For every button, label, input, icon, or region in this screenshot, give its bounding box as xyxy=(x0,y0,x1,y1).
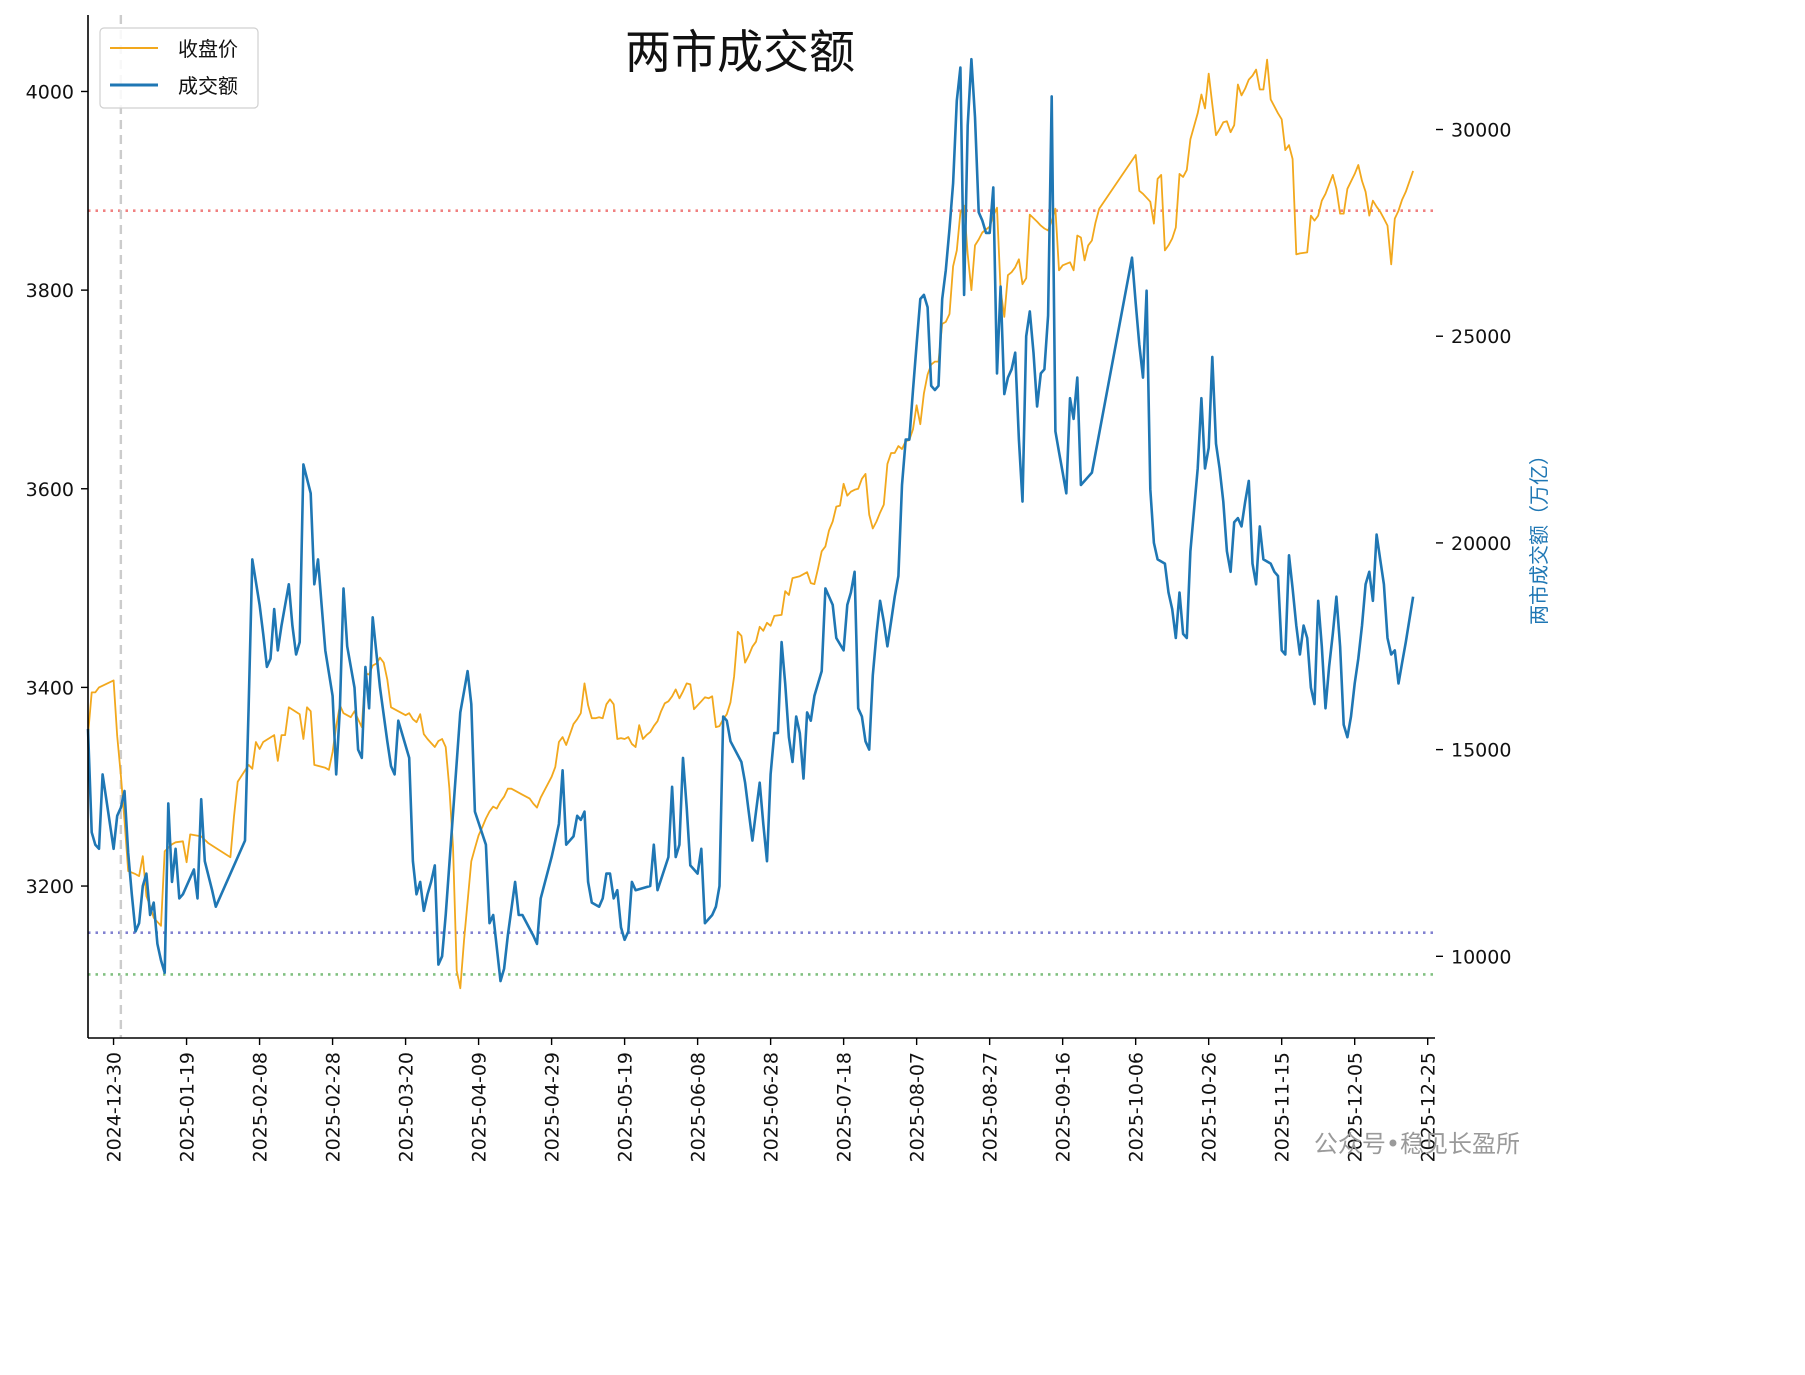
x-tick-label: 2025-05-19 xyxy=(615,1052,637,1162)
x-tick-label: 2025-08-07 xyxy=(907,1052,929,1162)
series-layer xyxy=(86,57,1415,990)
x-tick-label: 2025-08-27 xyxy=(980,1052,1002,1162)
x-tick-label: 2025-11-15 xyxy=(1272,1052,1294,1162)
legend-label-close: 收盘价 xyxy=(178,37,238,61)
x-tick-label: 2025-04-09 xyxy=(469,1052,491,1162)
watermark-text: 公众号•稳见长盈所 xyxy=(1314,1130,1520,1158)
series-line-close-price xyxy=(87,58,1414,990)
x-tick-label: 2025-02-28 xyxy=(323,1052,345,1162)
legend-label-volume: 成交额 xyxy=(178,74,238,98)
x-tick-label: 2025-12-25 xyxy=(1418,1052,1440,1162)
x-tick-label: 2025-02-08 xyxy=(250,1052,272,1162)
x-tick-label: 2025-12-05 xyxy=(1345,1052,1367,1162)
right-tick-label: 15000 xyxy=(1451,740,1511,762)
chart-svg: 3200 3400 3600 3800 4000 10000 15000 20000 2500… xyxy=(26,15,1551,1162)
series-line-volume xyxy=(86,57,1415,983)
axes-layer xyxy=(87,15,1435,1039)
left-axis-ticks: 3200 3400 3600 3800 4000 xyxy=(26,81,88,898)
left-tick-label: 3200 xyxy=(26,876,74,898)
x-tick-label: 2025-07-18 xyxy=(834,1052,856,1162)
x-axis-ticks: 2024-12-30 2025-01-19 2025-02-08 2025-02-28… xyxy=(104,1038,1440,1162)
chart-root: 3200 3400 3600 3800 4000 10000 15000 20000 2500… xyxy=(26,15,1551,1162)
right-tick-label: 20000 xyxy=(1451,533,1511,555)
reference-lines xyxy=(88,15,1435,1038)
x-tick-label: 2025-09-16 xyxy=(1053,1052,1075,1162)
x-tick-label: 2025-04-29 xyxy=(542,1052,564,1162)
x-tick-label: 2025-01-19 xyxy=(177,1052,199,1162)
x-tick-label: 2024-12-30 xyxy=(104,1052,126,1162)
left-tick-label: 3800 xyxy=(26,280,74,302)
left-tick-label: 3400 xyxy=(26,677,74,699)
right-axis-ticks: 10000 15000 20000 25000 30000 xyxy=(1436,120,1511,968)
x-tick-label: 2025-10-06 xyxy=(1126,1052,1148,1162)
left-tick-label: 3600 xyxy=(26,479,74,501)
x-tick-label: 2025-03-20 xyxy=(396,1052,418,1162)
right-tick-label: 25000 xyxy=(1451,326,1511,348)
right-axis-label: 两市成交额（万亿） xyxy=(1527,445,1551,625)
chart-title: 两市成交额 xyxy=(625,25,855,79)
legend: 收盘价 成交额 xyxy=(99,27,259,109)
right-tick-label: 10000 xyxy=(1451,946,1511,968)
x-tick-label: 2025-06-08 xyxy=(688,1052,710,1162)
x-tick-label: 2025-10-26 xyxy=(1199,1052,1221,1162)
x-tick-label: 2025-06-28 xyxy=(761,1052,783,1162)
right-tick-label: 30000 xyxy=(1451,120,1511,142)
left-tick-label: 4000 xyxy=(26,81,74,103)
